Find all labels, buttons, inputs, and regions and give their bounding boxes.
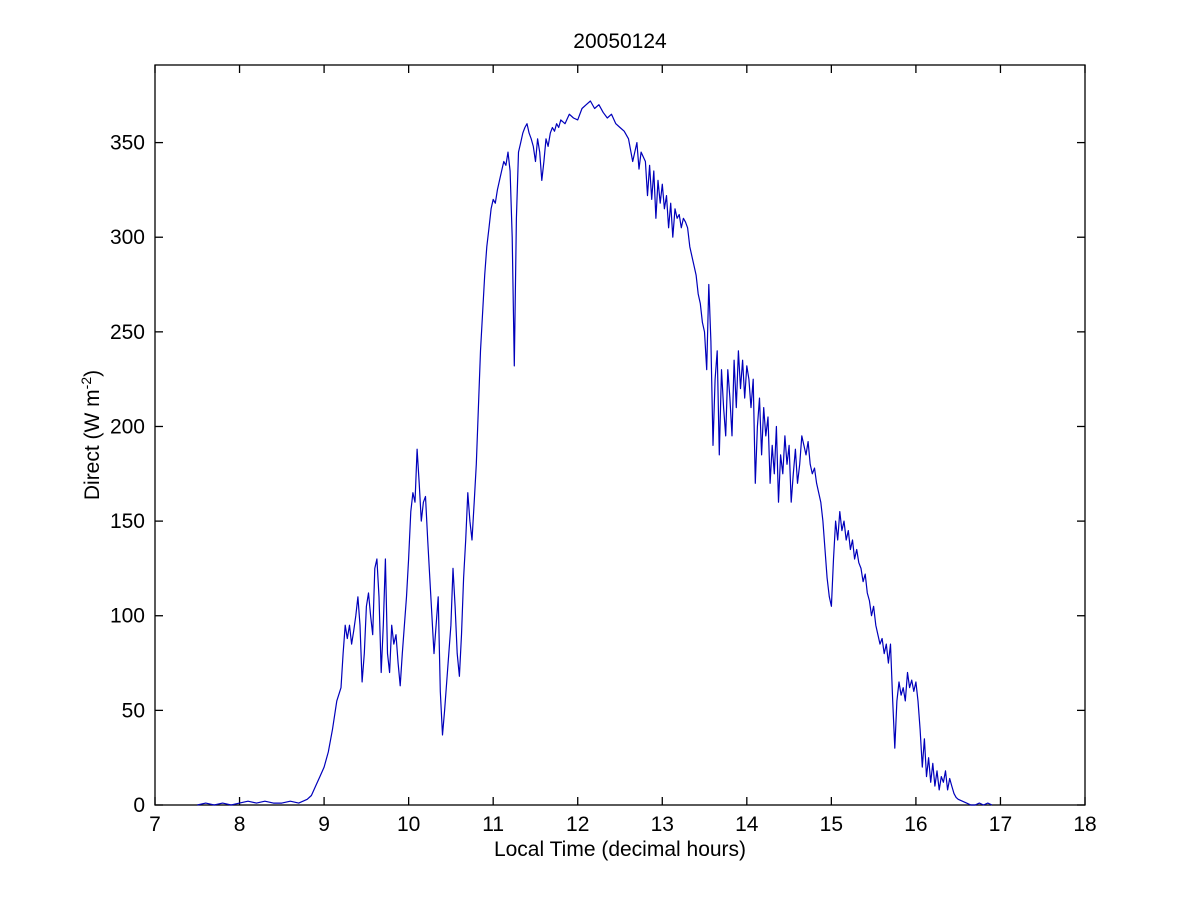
x-tick-label: 7 [149,813,161,836]
y-tick-label: 300 [110,226,145,249]
y-axis-label-text: Direct (W m [81,389,104,501]
y-tick-label: 100 [110,605,145,628]
y-tick-label: 200 [110,415,145,438]
y-tick-label: 350 [110,132,145,155]
y-tick-label: 0 [133,794,145,817]
x-axis-label: Local Time (decimal hours) [493,838,747,861]
x-tick-label: 10 [397,813,420,836]
chart-title: 20050124 [573,30,667,53]
x-tick-label: 13 [651,813,674,836]
x-tick-label: 8 [234,813,246,836]
x-tick-label: 14 [735,813,759,836]
x-tick-label: 17 [989,813,1012,836]
data-series-line [197,100,993,806]
y-tick-label: 150 [110,510,145,533]
x-tick-label: 18 [1073,813,1096,836]
x-tick-label: 9 [318,813,330,836]
x-tick-label: 12 [566,813,589,836]
y-tick-label: 50 [122,699,145,722]
x-tick-label: 11 [482,813,504,836]
y-axis-label-suffix: ) [81,369,104,377]
x-tick-label: 16 [904,813,927,836]
y-axis-label-superscript: -2 [78,376,94,390]
y-tick-label: 250 [110,321,145,344]
axes-box [154,64,1086,806]
x-tick-label: 15 [820,813,843,836]
